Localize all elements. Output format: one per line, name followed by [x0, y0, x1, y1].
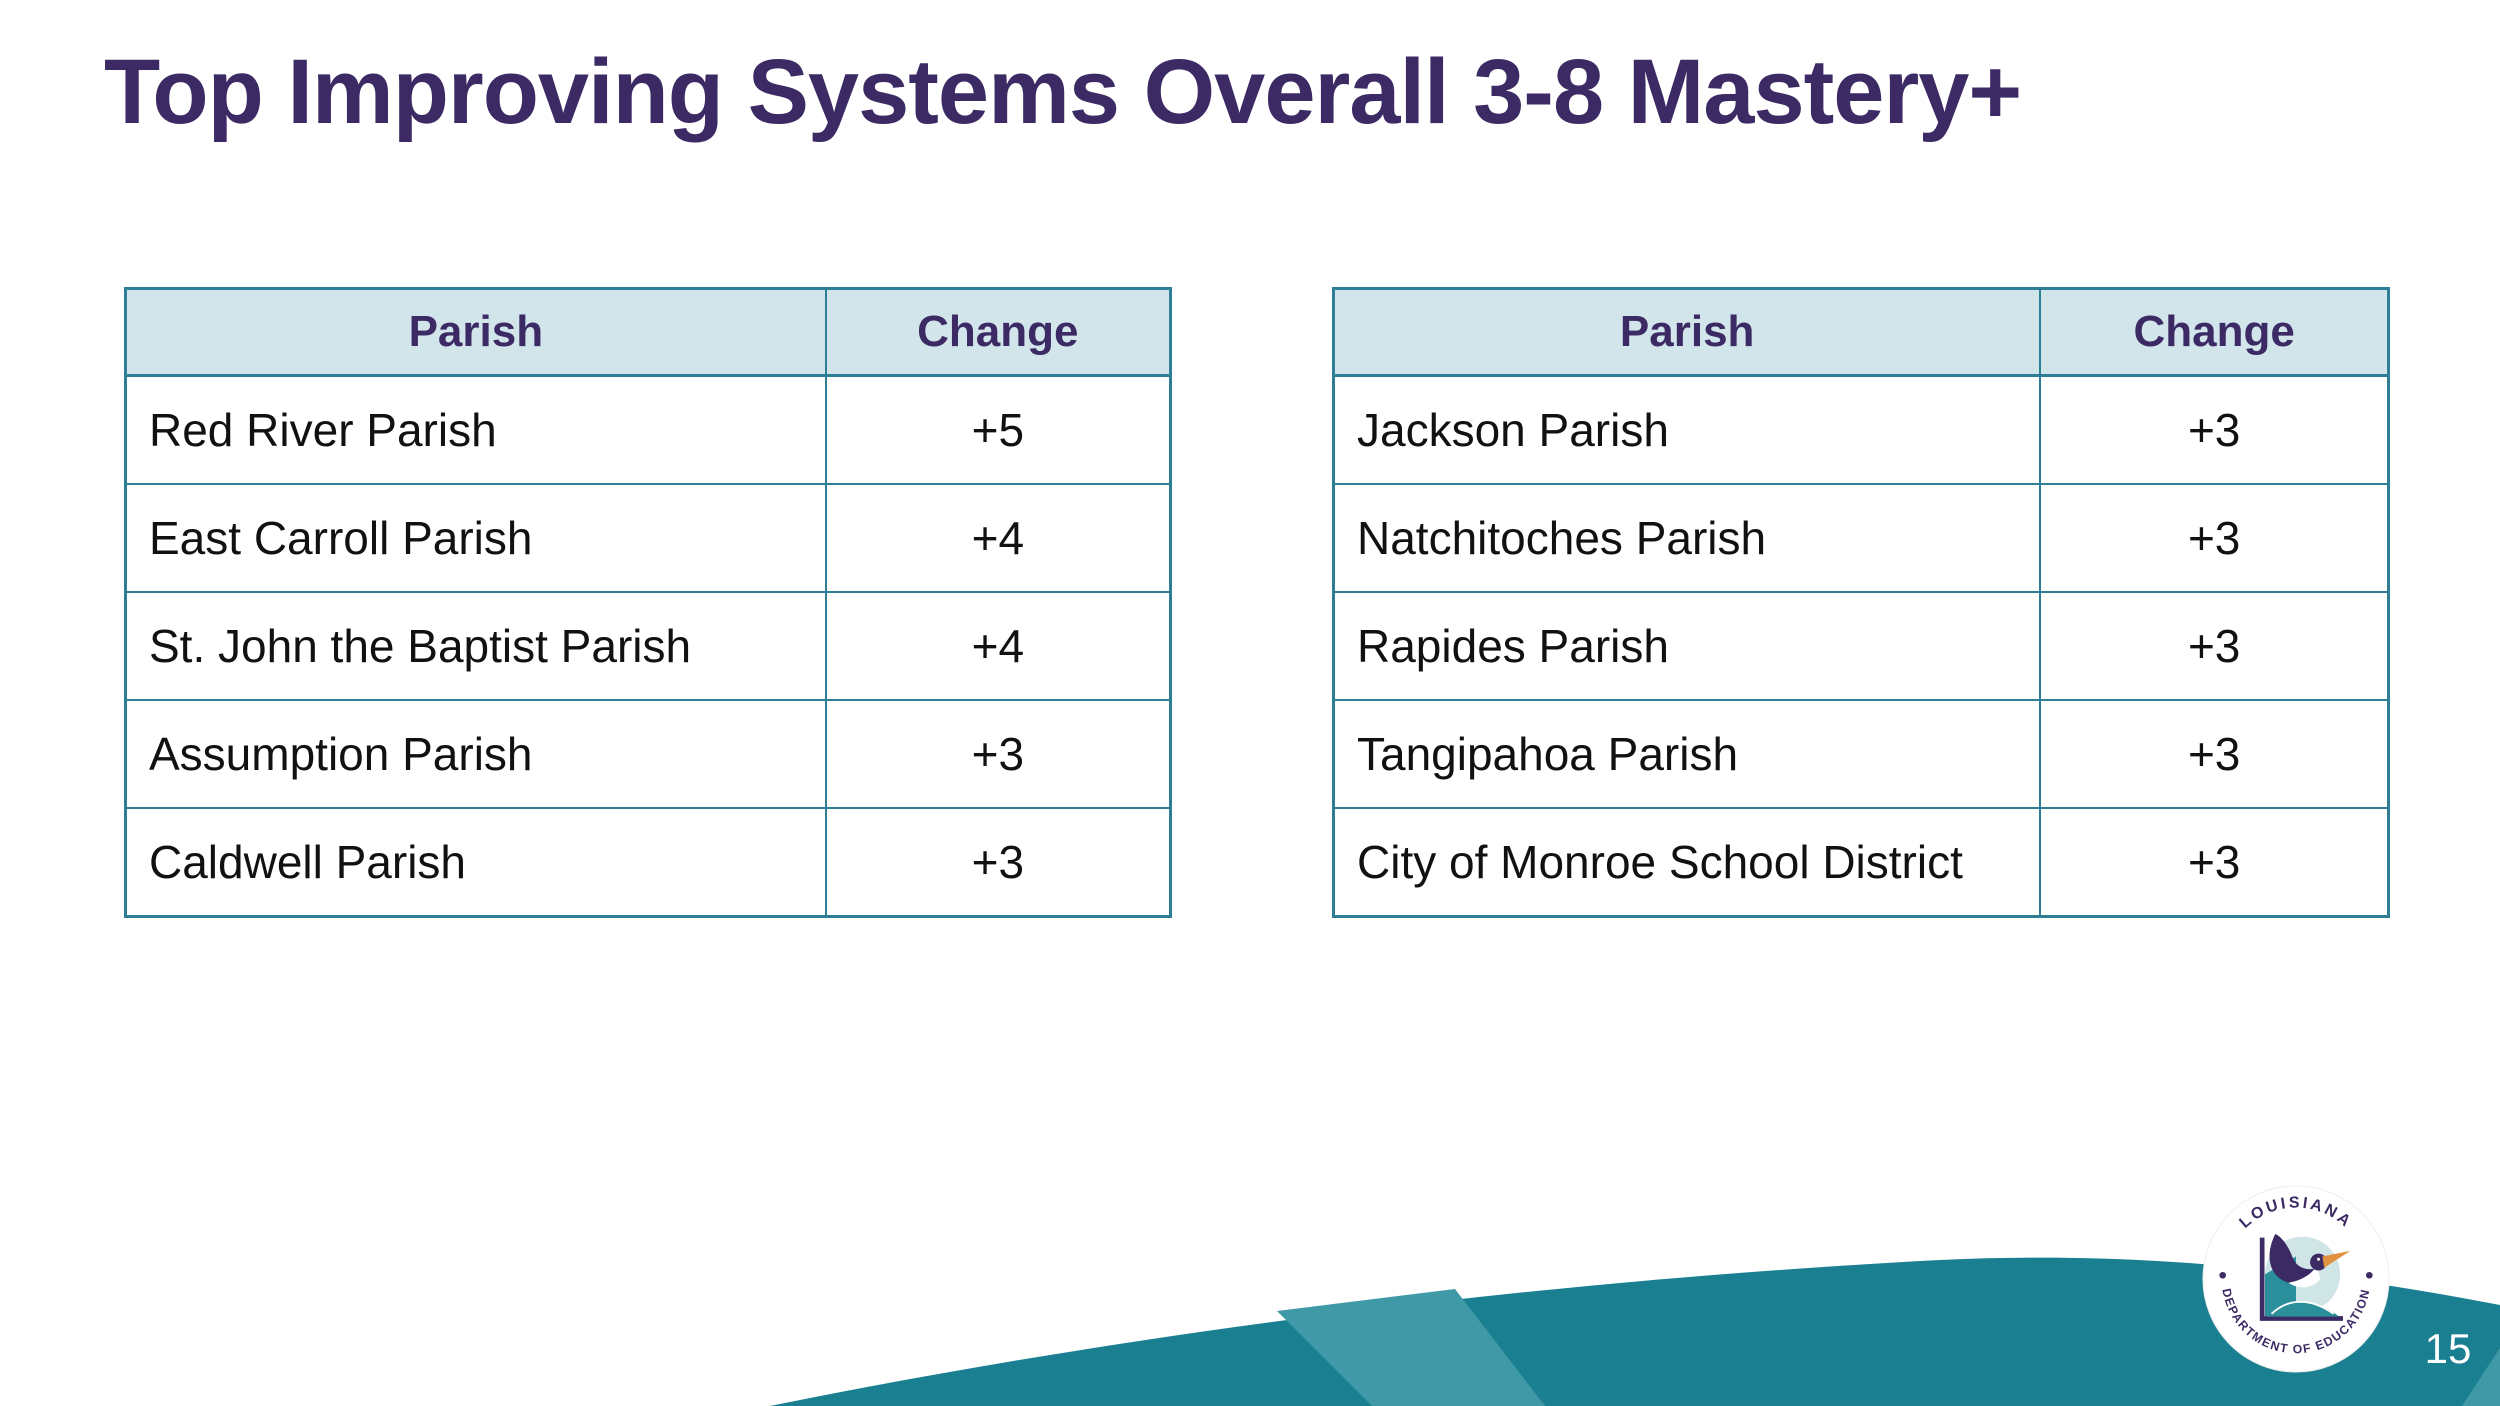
improving-systems-table-right: Parish Change Jackson Parish +3 Natchito… — [1332, 287, 2390, 918]
table-row: Caldwell Parish +3 — [124, 807, 1172, 918]
ldoe-logo: LOUISIANA DEPARTMENT OF EDUCATION — [2202, 1185, 2390, 1373]
table-row: St. John the Baptist Parish +4 — [124, 591, 1172, 701]
table-row: Assumption Parish +3 — [124, 699, 1172, 809]
table-row: City of Monroe School District +3 — [1332, 807, 2390, 918]
change-cell: +4 — [824, 591, 1172, 701]
parish-cell: Natchitoches Parish — [1332, 483, 2042, 593]
parish-cell: Assumption Parish — [124, 699, 827, 809]
wave-light-band — [1277, 1289, 1545, 1406]
table-row: Red River Parish +5 — [124, 374, 1172, 485]
improving-systems-table-left: Parish Change Red River Parish +5 East C… — [124, 287, 1172, 918]
column-header-change: Change — [824, 287, 1172, 377]
parish-cell: Tangipahoa Parish — [1332, 699, 2042, 809]
table-header-row: Parish Change — [124, 287, 1172, 377]
change-cell: +4 — [824, 483, 1172, 593]
parish-cell: Caldwell Parish — [124, 807, 827, 918]
change-cell: +3 — [2039, 483, 2390, 593]
parish-cell: St. John the Baptist Parish — [124, 591, 827, 701]
parish-cell: Red River Parish — [124, 374, 827, 485]
slide-title: Top Improving Systems Overall 3-8 Master… — [104, 41, 2022, 143]
table-row: Natchitoches Parish +3 — [1332, 483, 2390, 593]
change-cell: +3 — [2039, 591, 2390, 701]
table-row: East Carroll Parish +4 — [124, 483, 1172, 593]
parish-cell: City of Monroe School District — [1332, 807, 2042, 918]
table-row: Rapides Parish +3 — [1332, 591, 2390, 701]
pelican-icon — [2269, 1233, 2351, 1288]
parish-cell: Jackson Parish — [1332, 374, 2042, 485]
parish-cell: East Carroll Parish — [124, 483, 827, 593]
logo-side-dot-right — [2366, 1271, 2373, 1279]
table-row: Tangipahoa Parish +3 — [1332, 699, 2390, 809]
table-row: Jackson Parish +3 — [1332, 374, 2390, 485]
change-cell: +3 — [2039, 807, 2390, 918]
change-cell: +3 — [824, 699, 1172, 809]
column-header-parish: Parish — [1332, 287, 2042, 377]
page-number: 15 — [2424, 1325, 2472, 1372]
change-cell: +3 — [2039, 699, 2390, 809]
logo-side-dot-left — [2219, 1271, 2226, 1279]
change-cell: +5 — [824, 374, 1172, 485]
column-header-parish: Parish — [124, 287, 827, 377]
change-cell: +3 — [824, 807, 1172, 918]
change-cell: +3 — [2039, 374, 2390, 485]
table-header-row: Parish Change — [1332, 287, 2390, 377]
column-header-change: Change — [2039, 287, 2390, 377]
parish-cell: Rapides Parish — [1332, 591, 2042, 701]
book-icon — [2259, 1237, 2343, 1321]
